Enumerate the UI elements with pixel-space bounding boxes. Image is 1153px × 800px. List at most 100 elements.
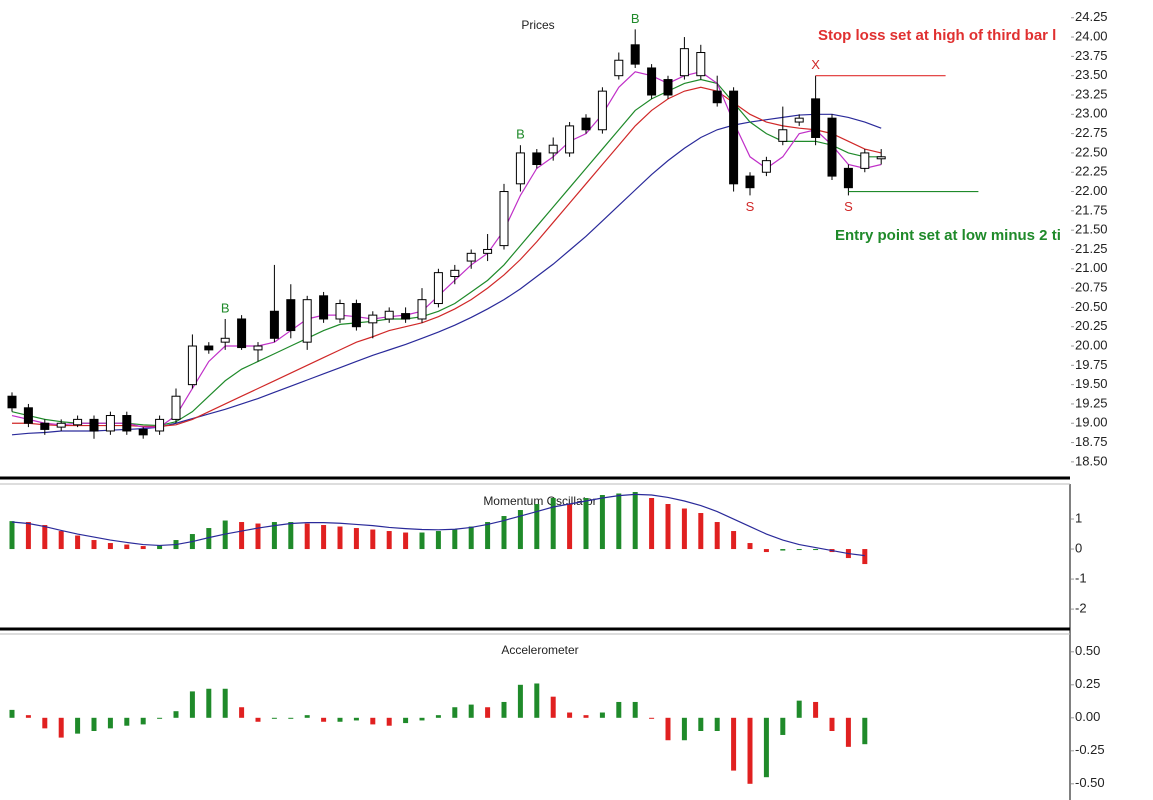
bar [862,717,868,745]
candle-body [614,59,624,77]
note: Entry point set at low minus 2 ti [835,227,1061,244]
y-tick-label: 18.50 [1075,453,1108,468]
bar [75,717,81,734]
y-tick-label: 23.50 [1075,67,1108,82]
bar [501,701,507,718]
candle-body [712,90,722,104]
panel-title: Accelerometer [501,643,578,657]
bar [501,516,507,550]
bar [452,707,458,718]
bar [173,711,179,718]
bar [353,528,359,550]
bar [58,717,64,738]
y-tick-label: 23.25 [1075,86,1108,101]
bar [813,549,819,551]
signal-label: X [811,57,820,72]
bar [58,531,64,550]
bar [796,549,802,551]
signal-line [11,493,865,557]
candle-body [466,252,476,262]
bar [681,508,687,550]
candle-body [73,418,83,426]
candle-body [417,299,427,320]
candle-body [778,129,788,142]
bar [435,531,441,550]
bar [419,717,425,721]
bar [813,701,819,718]
y-tick-label: 19.00 [1075,415,1108,430]
candle-body [515,152,525,185]
bar [222,688,228,718]
bar [485,707,491,718]
bar [731,531,737,550]
y-tick-label: 1 [1075,510,1082,525]
y-tick-label: 18.75 [1075,434,1108,449]
bar [403,532,409,550]
bar [632,701,638,718]
candle-body [843,167,853,189]
y-tick-label: 0 [1075,540,1082,555]
candle-body [450,269,460,278]
bar [780,717,786,735]
candle-body [286,299,296,332]
bar [403,717,409,724]
bar [599,712,605,718]
candle-body [499,191,509,247]
y-tick-label: 19.75 [1075,357,1108,372]
candle-body [319,295,329,320]
y-tick-label: 23.00 [1075,106,1108,121]
bar [550,498,556,550]
bar [419,532,425,550]
bar [665,717,671,741]
y-tick-label: -1 [1075,571,1087,586]
bar [91,540,97,550]
bar [206,528,212,550]
candle-body [433,272,443,305]
bar [747,543,753,550]
bar [370,529,376,550]
bar [386,717,392,726]
bar [189,691,195,718]
bar [616,701,622,718]
note: Stop loss set at high of third bar l [818,27,1056,44]
bar [239,522,245,550]
bar [534,683,540,718]
bar [304,715,310,718]
y-tick-label: 20.50 [1075,299,1108,314]
bar [747,717,753,784]
bar [42,717,48,729]
bar [25,715,31,718]
candle-body [729,90,739,185]
bar [567,504,573,550]
bar [534,504,540,550]
bar [862,549,868,565]
candle-body [483,248,493,254]
bar [255,717,261,722]
bar [25,522,31,550]
bar [271,717,277,719]
signal-label: B [631,11,640,26]
candle-body [761,160,771,173]
y-tick-label: -2 [1075,601,1087,616]
signal-label: S [746,199,755,214]
y-tick-label: -0.50 [1075,775,1105,790]
panel-title: Prices [521,18,554,32]
bar [829,717,835,731]
bar [517,510,523,550]
candle-body [56,422,66,428]
bar [763,717,769,778]
candle-body [302,299,312,343]
candle-body [679,48,689,77]
bar [157,545,163,550]
bar [517,684,523,718]
y-tick-label: 21.25 [1075,241,1108,256]
bar [9,521,15,550]
candle-body [105,415,115,432]
bar [649,498,655,550]
candle-body [122,415,132,432]
y-tick-label: 20.25 [1075,318,1108,333]
bar [337,717,343,722]
candle-body [876,156,886,160]
candle-body [351,303,361,328]
y-tick-label: 22.25 [1075,164,1108,179]
